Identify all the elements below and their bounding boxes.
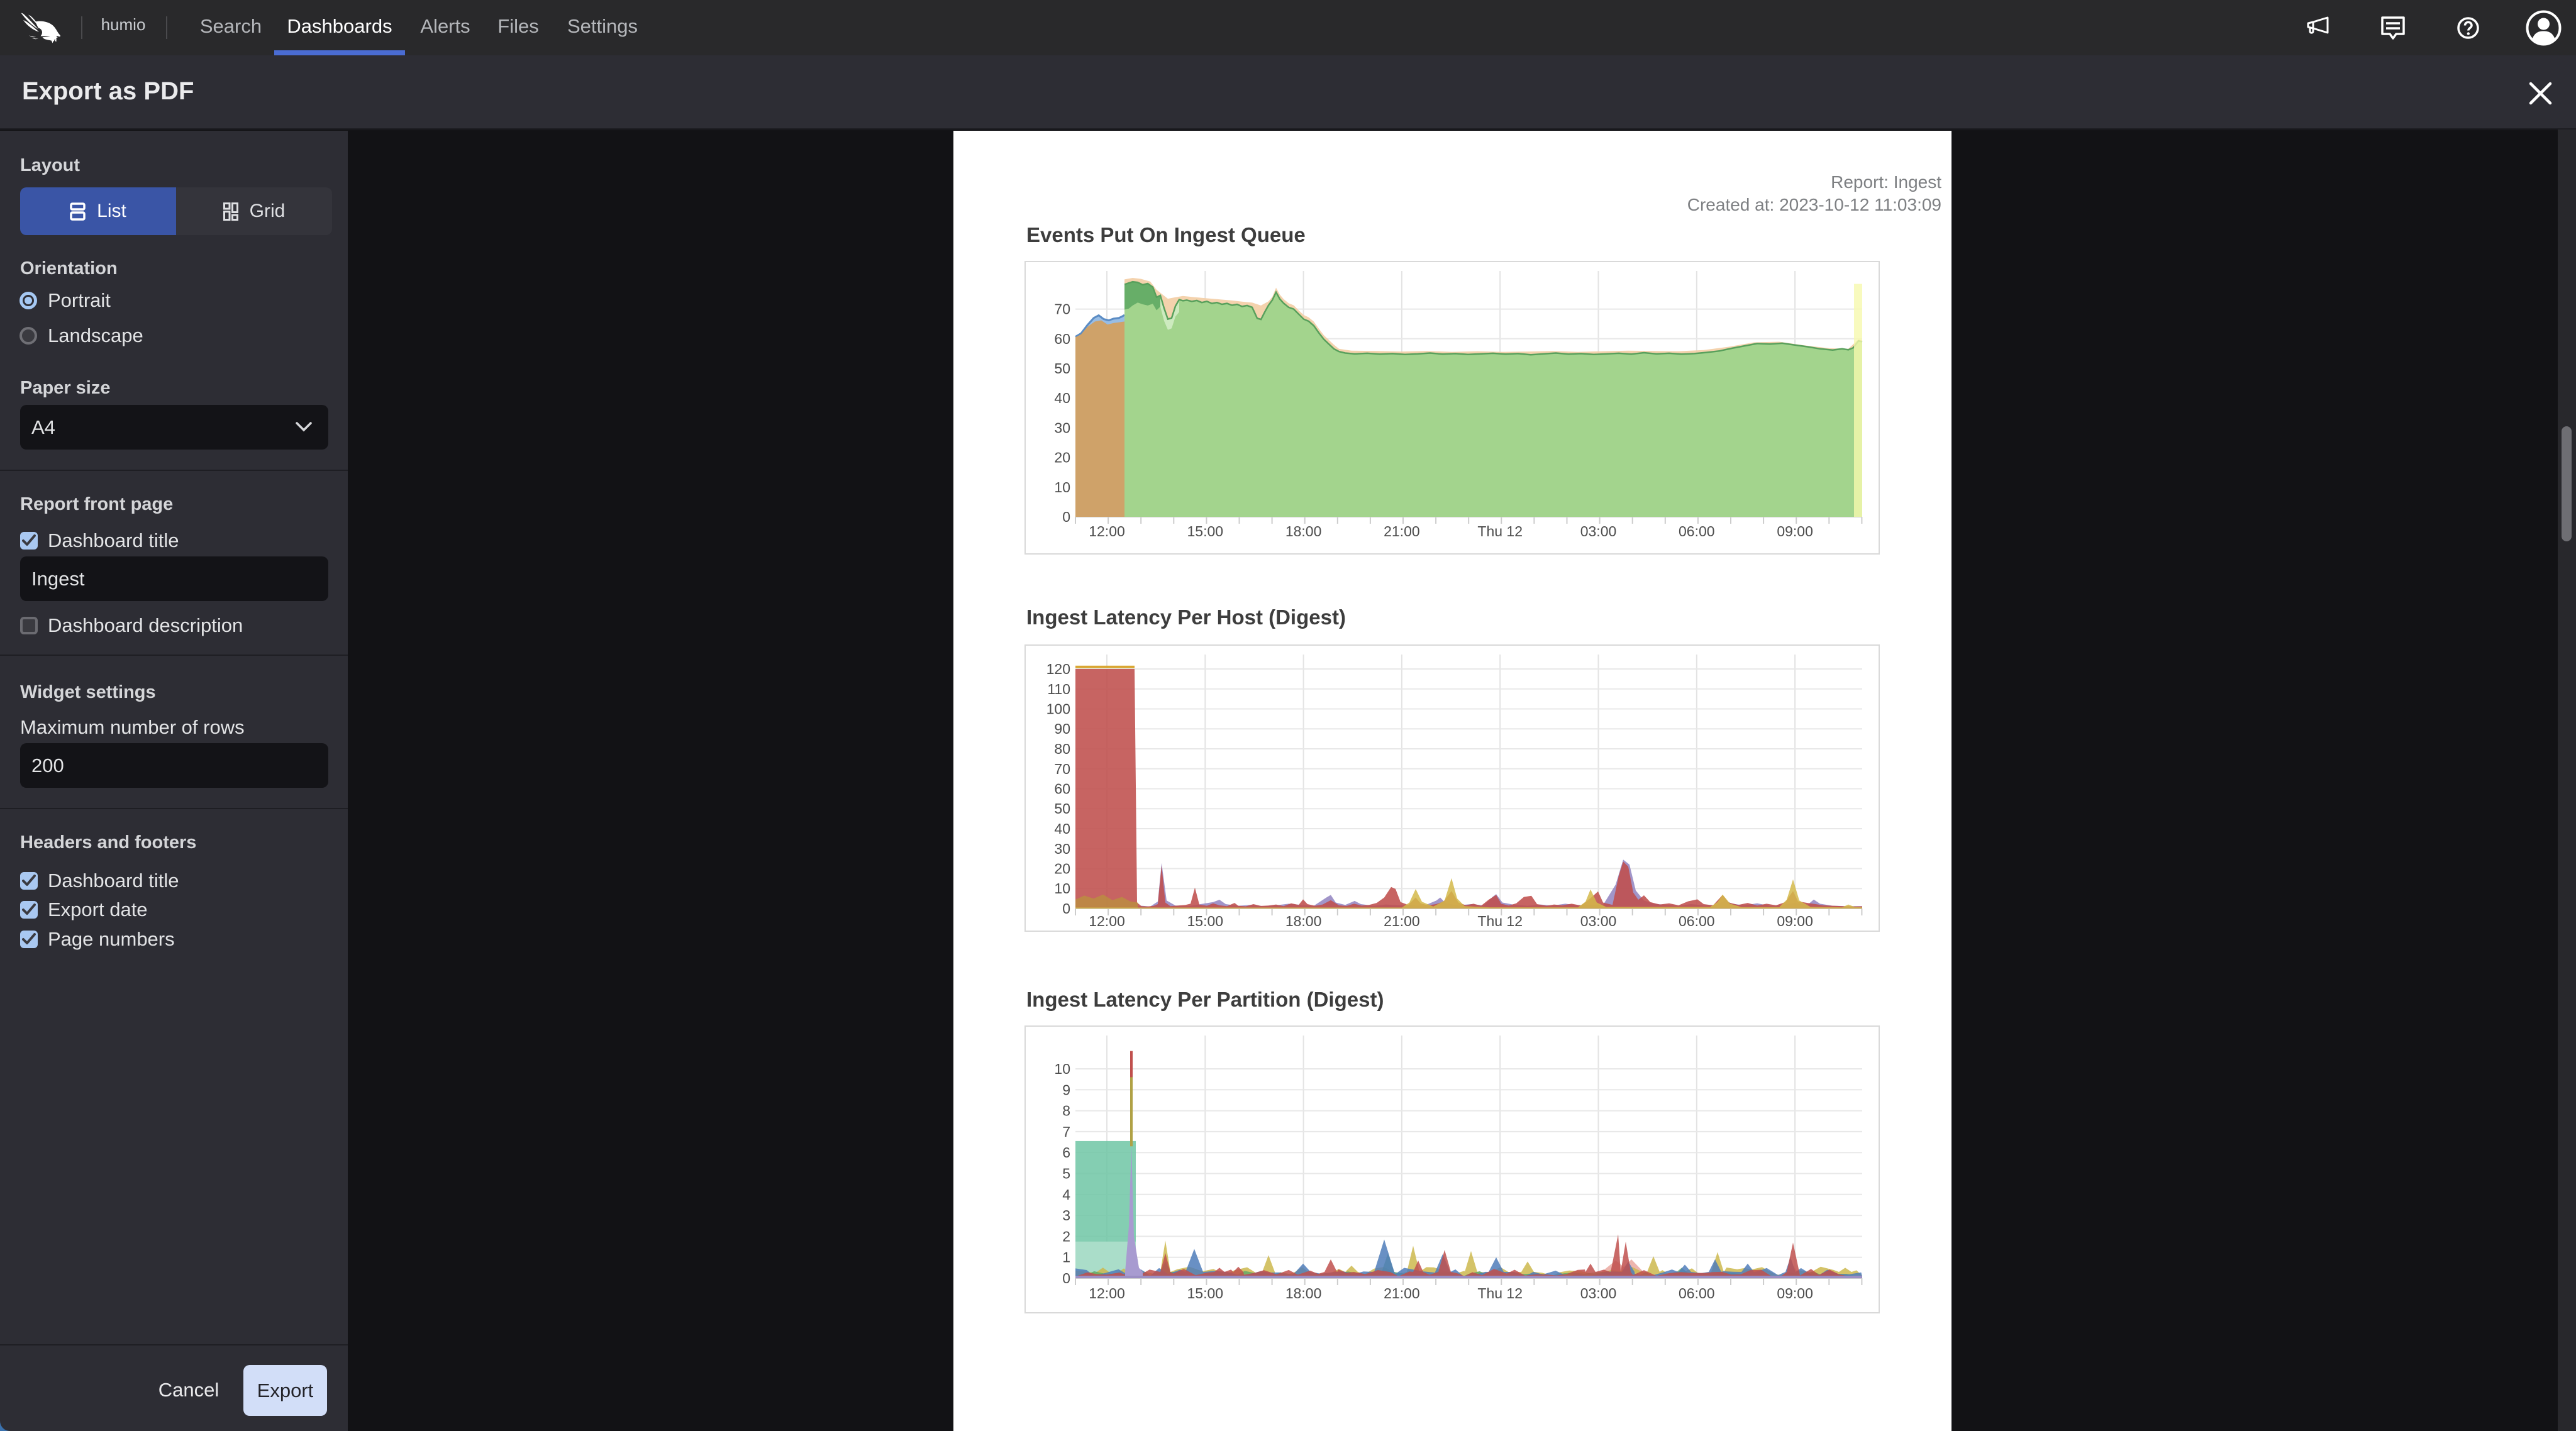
svg-text:18:00: 18:00 [1285,523,1322,539]
svg-text:0: 0 [1062,509,1070,525]
svg-text:18:00: 18:00 [1285,1285,1322,1301]
svg-text:09:00: 09:00 [1777,1285,1813,1301]
svg-text:03:00: 03:00 [1580,1285,1617,1301]
svg-text:70: 70 [1054,761,1070,777]
svg-text:10: 10 [1054,880,1070,897]
svg-text:5: 5 [1062,1166,1070,1182]
svg-text:06:00: 06:00 [1679,1285,1715,1301]
svg-text:0: 0 [1062,1270,1070,1286]
svg-text:30: 30 [1054,419,1070,436]
svg-text:60: 60 [1054,781,1070,797]
svg-text:09:00: 09:00 [1777,913,1813,929]
svg-text:06:00: 06:00 [1679,523,1715,539]
svg-text:0: 0 [1062,900,1070,917]
svg-text:50: 50 [1054,360,1070,377]
svg-text:06:00: 06:00 [1679,913,1715,929]
svg-text:110: 110 [1047,681,1070,697]
svg-text:2: 2 [1062,1228,1070,1244]
svg-text:40: 40 [1054,390,1070,406]
svg-text:Thu 12: Thu 12 [1477,913,1523,929]
svg-text:8: 8 [1062,1103,1070,1119]
svg-text:100: 100 [1046,701,1070,717]
svg-text:3: 3 [1062,1207,1070,1224]
svg-text:40: 40 [1054,820,1070,837]
svg-text:30: 30 [1054,841,1070,857]
svg-text:21:00: 21:00 [1384,523,1420,539]
svg-text:10: 10 [1054,479,1070,495]
svg-text:60: 60 [1054,331,1070,347]
svg-text:Thu 12: Thu 12 [1477,523,1523,539]
svg-text:12:00: 12:00 [1089,913,1125,929]
svg-text:20: 20 [1054,861,1070,877]
svg-text:9: 9 [1062,1081,1070,1098]
svg-text:90: 90 [1054,721,1070,737]
svg-text:03:00: 03:00 [1580,913,1617,929]
svg-text:80: 80 [1054,741,1070,757]
svg-text:09:00: 09:00 [1777,523,1813,539]
svg-text:03:00: 03:00 [1580,523,1617,539]
svg-text:70: 70 [1054,301,1070,318]
svg-text:7: 7 [1062,1124,1070,1140]
svg-text:Thu 12: Thu 12 [1477,1285,1523,1301]
svg-text:12:00: 12:00 [1089,1285,1125,1301]
svg-text:15:00: 15:00 [1187,1285,1224,1301]
svg-text:120: 120 [1046,661,1070,677]
svg-text:20: 20 [1054,450,1070,466]
svg-text:10: 10 [1054,1061,1070,1077]
svg-text:1: 1 [1062,1249,1070,1266]
svg-text:21:00: 21:00 [1384,1285,1420,1301]
svg-text:12:00: 12:00 [1089,523,1125,539]
svg-text:18:00: 18:00 [1285,913,1322,929]
svg-text:15:00: 15:00 [1187,913,1224,929]
svg-text:50: 50 [1054,800,1070,817]
svg-text:15:00: 15:00 [1187,523,1224,539]
svg-text:4: 4 [1062,1186,1070,1203]
svg-text:6: 6 [1062,1144,1070,1161]
svg-text:21:00: 21:00 [1384,913,1420,929]
